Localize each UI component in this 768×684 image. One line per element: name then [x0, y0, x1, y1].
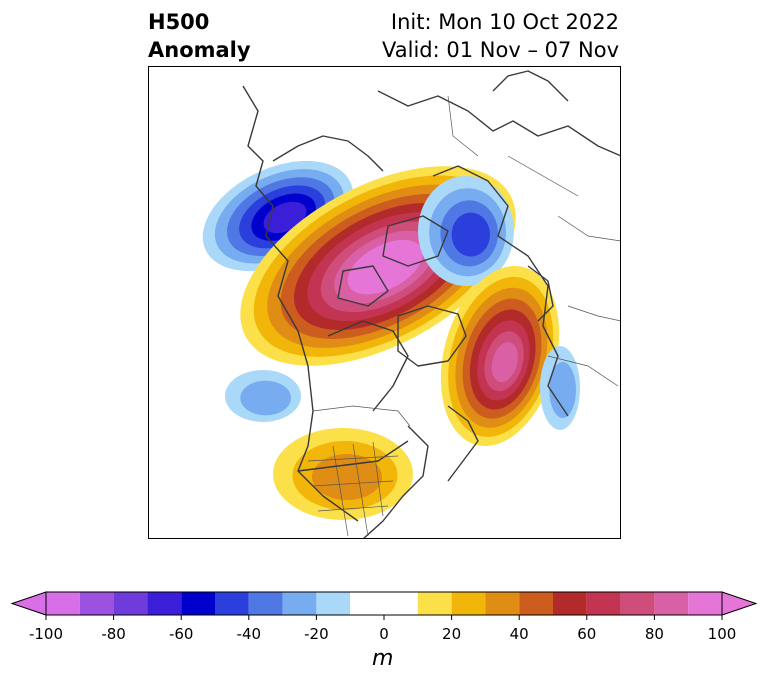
colorbar-tick-label: -80: [101, 625, 126, 642]
anomaly-contour: [312, 454, 382, 500]
colorbar-tick-label: 100: [708, 625, 737, 642]
anomaly-center-negative: [540, 346, 580, 430]
colorbar-block: [181, 592, 215, 615]
anomaly-center-negative: [225, 370, 301, 422]
colorbar-min-arrow: [10, 591, 47, 616]
coastlines: [242, 70, 621, 539]
colorbar-tick-label: 60: [577, 625, 596, 642]
colorbar-max-arrow: [721, 591, 758, 616]
colorbar-block: [79, 592, 114, 615]
colorbar-block: [417, 592, 452, 615]
map-frame: [148, 66, 621, 539]
colorbar-tick-label: -20: [304, 625, 329, 642]
map-title: H500 Anomaly: [148, 8, 251, 64]
colorbar-block: [350, 592, 418, 615]
anomaly-contour: [549, 362, 576, 418]
colorbar-block: [485, 592, 520, 615]
colorbar-block: [46, 592, 80, 615]
colorbar-tick-label: -100: [29, 625, 63, 642]
colorbar-tick-label: 20: [442, 625, 461, 642]
colorbar: -100 -80 -60 -40 -20 0 20 40 60 80 100: [10, 591, 758, 642]
colorbar-unit: m: [372, 646, 394, 671]
colorbar-block: [113, 592, 148, 615]
variable-label: H500: [148, 10, 210, 34]
colorbar-block: [316, 592, 351, 615]
colorbar-tick-label: -40: [237, 625, 262, 642]
anomaly-contour: [240, 380, 291, 416]
init-label: Init: Mon 10 Oct 2022: [390, 10, 619, 34]
valid-label: Valid: 01 Nov – 07 Nov: [382, 38, 619, 62]
anomaly-map: [148, 66, 621, 539]
colorbar-block: [215, 592, 249, 615]
anomaly-contour: [491, 342, 518, 383]
colorbar-block: [451, 592, 486, 615]
colorbar-block: [282, 592, 317, 615]
anomaly-center-negative: [418, 176, 514, 286]
anomaly-center-positive: [273, 428, 413, 520]
colorbar-block: [147, 592, 182, 615]
colorbar-block: [620, 592, 655, 615]
colorbar-block: [553, 592, 587, 615]
colorbar-tick-label: 80: [645, 625, 664, 642]
colorbar-tick-label: 40: [510, 625, 529, 642]
colorbar-block: [586, 592, 621, 615]
anomaly-contour: [361, 249, 412, 286]
colorbar-block: [688, 592, 722, 615]
colorbar-tick-label: 0: [379, 625, 389, 642]
anomaly-center-positive: [440, 265, 560, 447]
colorbar-ticks: -100 -80 -60 -40 -20 0 20 40 60 80 100: [29, 615, 736, 642]
colorbar-block: [248, 592, 283, 615]
colorbar-block: [654, 592, 689, 615]
colorbar-block: [519, 592, 553, 615]
anomaly-contour: [451, 212, 490, 257]
anomaly-contours: [202, 160, 580, 520]
map-subtitle: Init: Mon 10 Oct 2022 Valid: 01 Nov – 07…: [382, 8, 619, 64]
colorbar-blocks: [10, 591, 758, 616]
field-label: Anomaly: [148, 38, 251, 62]
colorbar-tick-label: -60: [169, 625, 194, 642]
borders: [307, 95, 621, 537]
